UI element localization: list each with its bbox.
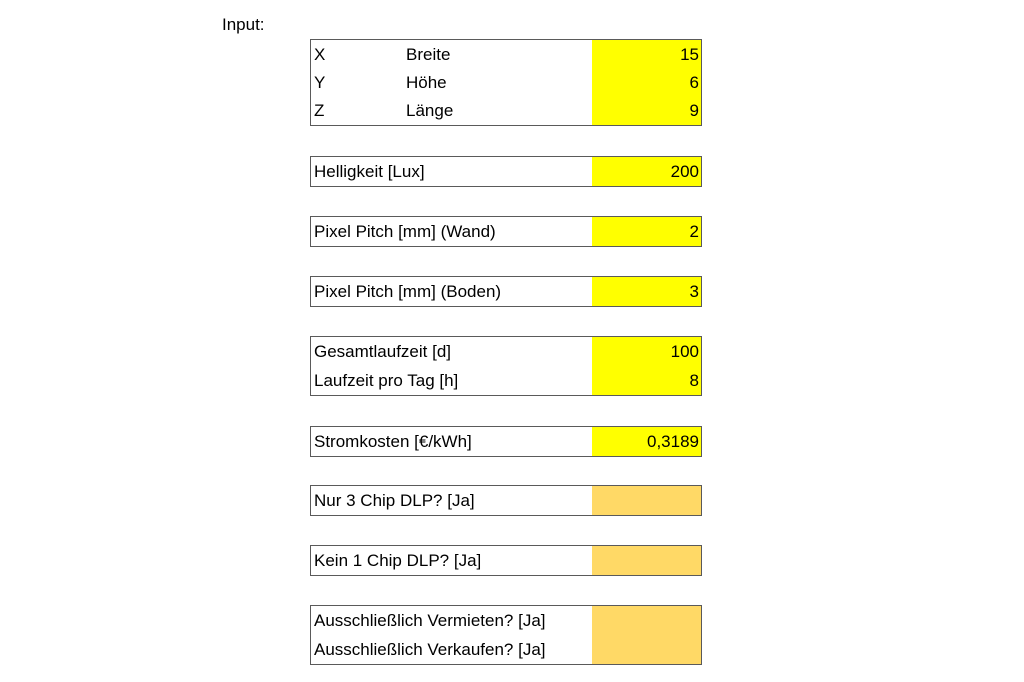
pitch-floor-row: Pixel Pitch [mm] (Boden) 3 xyxy=(311,277,701,306)
pitch-floor-label: Pixel Pitch [mm] (Boden) xyxy=(314,282,502,301)
laenge-value-cell[interactable]: 9 xyxy=(592,97,701,125)
brightness-row: Helligkeit [Lux] 200 xyxy=(311,157,701,186)
pitch-wall-label: Pixel Pitch [mm] (Wand) xyxy=(314,222,496,241)
exclusive-sell-row: Ausschließlich Verkaufen? [Ja] xyxy=(311,635,701,664)
exclusive-rent-value-cell[interactable] xyxy=(592,606,701,635)
pitch-floor-block: Pixel Pitch [mm] (Boden) 3 xyxy=(310,276,702,307)
dimension-row-z: Z Länge 9 xyxy=(311,97,701,125)
pitch-wall-block: Pixel Pitch [mm] (Wand) 2 xyxy=(310,216,702,247)
power-cost-label: Stromkosten [€/kWh] xyxy=(314,432,472,451)
dimension-label-hoehe: Höhe xyxy=(406,73,447,92)
runtime-per-day-row: Laufzeit pro Tag [h] 8 xyxy=(311,366,701,395)
dimension-label-laenge: Länge xyxy=(406,101,454,120)
no-1chip-label: Kein 1 Chip DLP? [Ja] xyxy=(314,551,482,570)
only-3chip-label: Nur 3 Chip DLP? [Ja] xyxy=(314,491,475,510)
runtime-block: Gesamtlaufzeit [d] 100 Laufzeit pro Tag … xyxy=(310,336,702,396)
breite-value-cell[interactable]: 15 xyxy=(592,40,701,69)
exclusive-block: Ausschließlich Vermieten? [Ja] Ausschlie… xyxy=(310,605,702,665)
no-1chip-row: Kein 1 Chip DLP? [Ja] xyxy=(311,546,701,575)
only-3chip-block: Nur 3 Chip DLP? [Ja] xyxy=(310,485,702,516)
runtime-total-label: Gesamtlaufzeit [d] xyxy=(314,342,452,361)
runtime-per-day-label: Laufzeit pro Tag [h] xyxy=(314,371,459,390)
no-1chip-block: Kein 1 Chip DLP? [Ja] xyxy=(310,545,702,576)
brightness-block: Helligkeit [Lux] 200 xyxy=(310,156,702,187)
axis-label-y: Y xyxy=(314,73,326,92)
pitch-wall-row: Pixel Pitch [mm] (Wand) 2 xyxy=(311,217,701,246)
input-heading: Input: xyxy=(222,15,265,34)
dimensions-block: X Breite 15 Y Höhe 6 Z Länge 9 xyxy=(310,39,702,126)
only-3chip-row: Nur 3 Chip DLP? [Ja] xyxy=(311,486,701,515)
pitch-wall-value-cell[interactable]: 2 xyxy=(592,217,701,246)
power-cost-block: Stromkosten [€/kWh] 0,3189 xyxy=(310,426,702,457)
power-cost-row: Stromkosten [€/kWh] 0,3189 xyxy=(311,427,701,456)
runtime-per-day-value-cell[interactable]: 8 xyxy=(592,366,701,395)
dimension-row-x: X Breite 15 xyxy=(311,40,701,69)
runtime-total-row: Gesamtlaufzeit [d] 100 xyxy=(311,337,701,366)
exclusive-rent-row: Ausschließlich Vermieten? [Ja] xyxy=(311,606,701,635)
exclusive-sell-value-cell[interactable] xyxy=(592,635,701,664)
exclusive-sell-label: Ausschließlich Verkaufen? [Ja] xyxy=(314,640,546,659)
dimension-row-y: Y Höhe 6 xyxy=(311,69,701,97)
runtime-total-value-cell[interactable]: 100 xyxy=(592,337,701,366)
brightness-value-cell[interactable]: 200 xyxy=(592,157,701,186)
axis-label-z: Z xyxy=(314,101,325,120)
no-1chip-value-cell[interactable] xyxy=(592,546,701,575)
hoehe-value-cell[interactable]: 6 xyxy=(592,69,701,97)
brightness-label: Helligkeit [Lux] xyxy=(314,162,425,181)
exclusive-rent-label: Ausschließlich Vermieten? [Ja] xyxy=(314,611,546,630)
power-cost-value-cell[interactable]: 0,3189 xyxy=(592,427,701,456)
axis-label-x: X xyxy=(314,45,326,64)
pitch-floor-value-cell[interactable]: 3 xyxy=(592,277,701,306)
only-3chip-value-cell[interactable] xyxy=(592,486,701,515)
dimension-label-breite: Breite xyxy=(406,45,451,64)
